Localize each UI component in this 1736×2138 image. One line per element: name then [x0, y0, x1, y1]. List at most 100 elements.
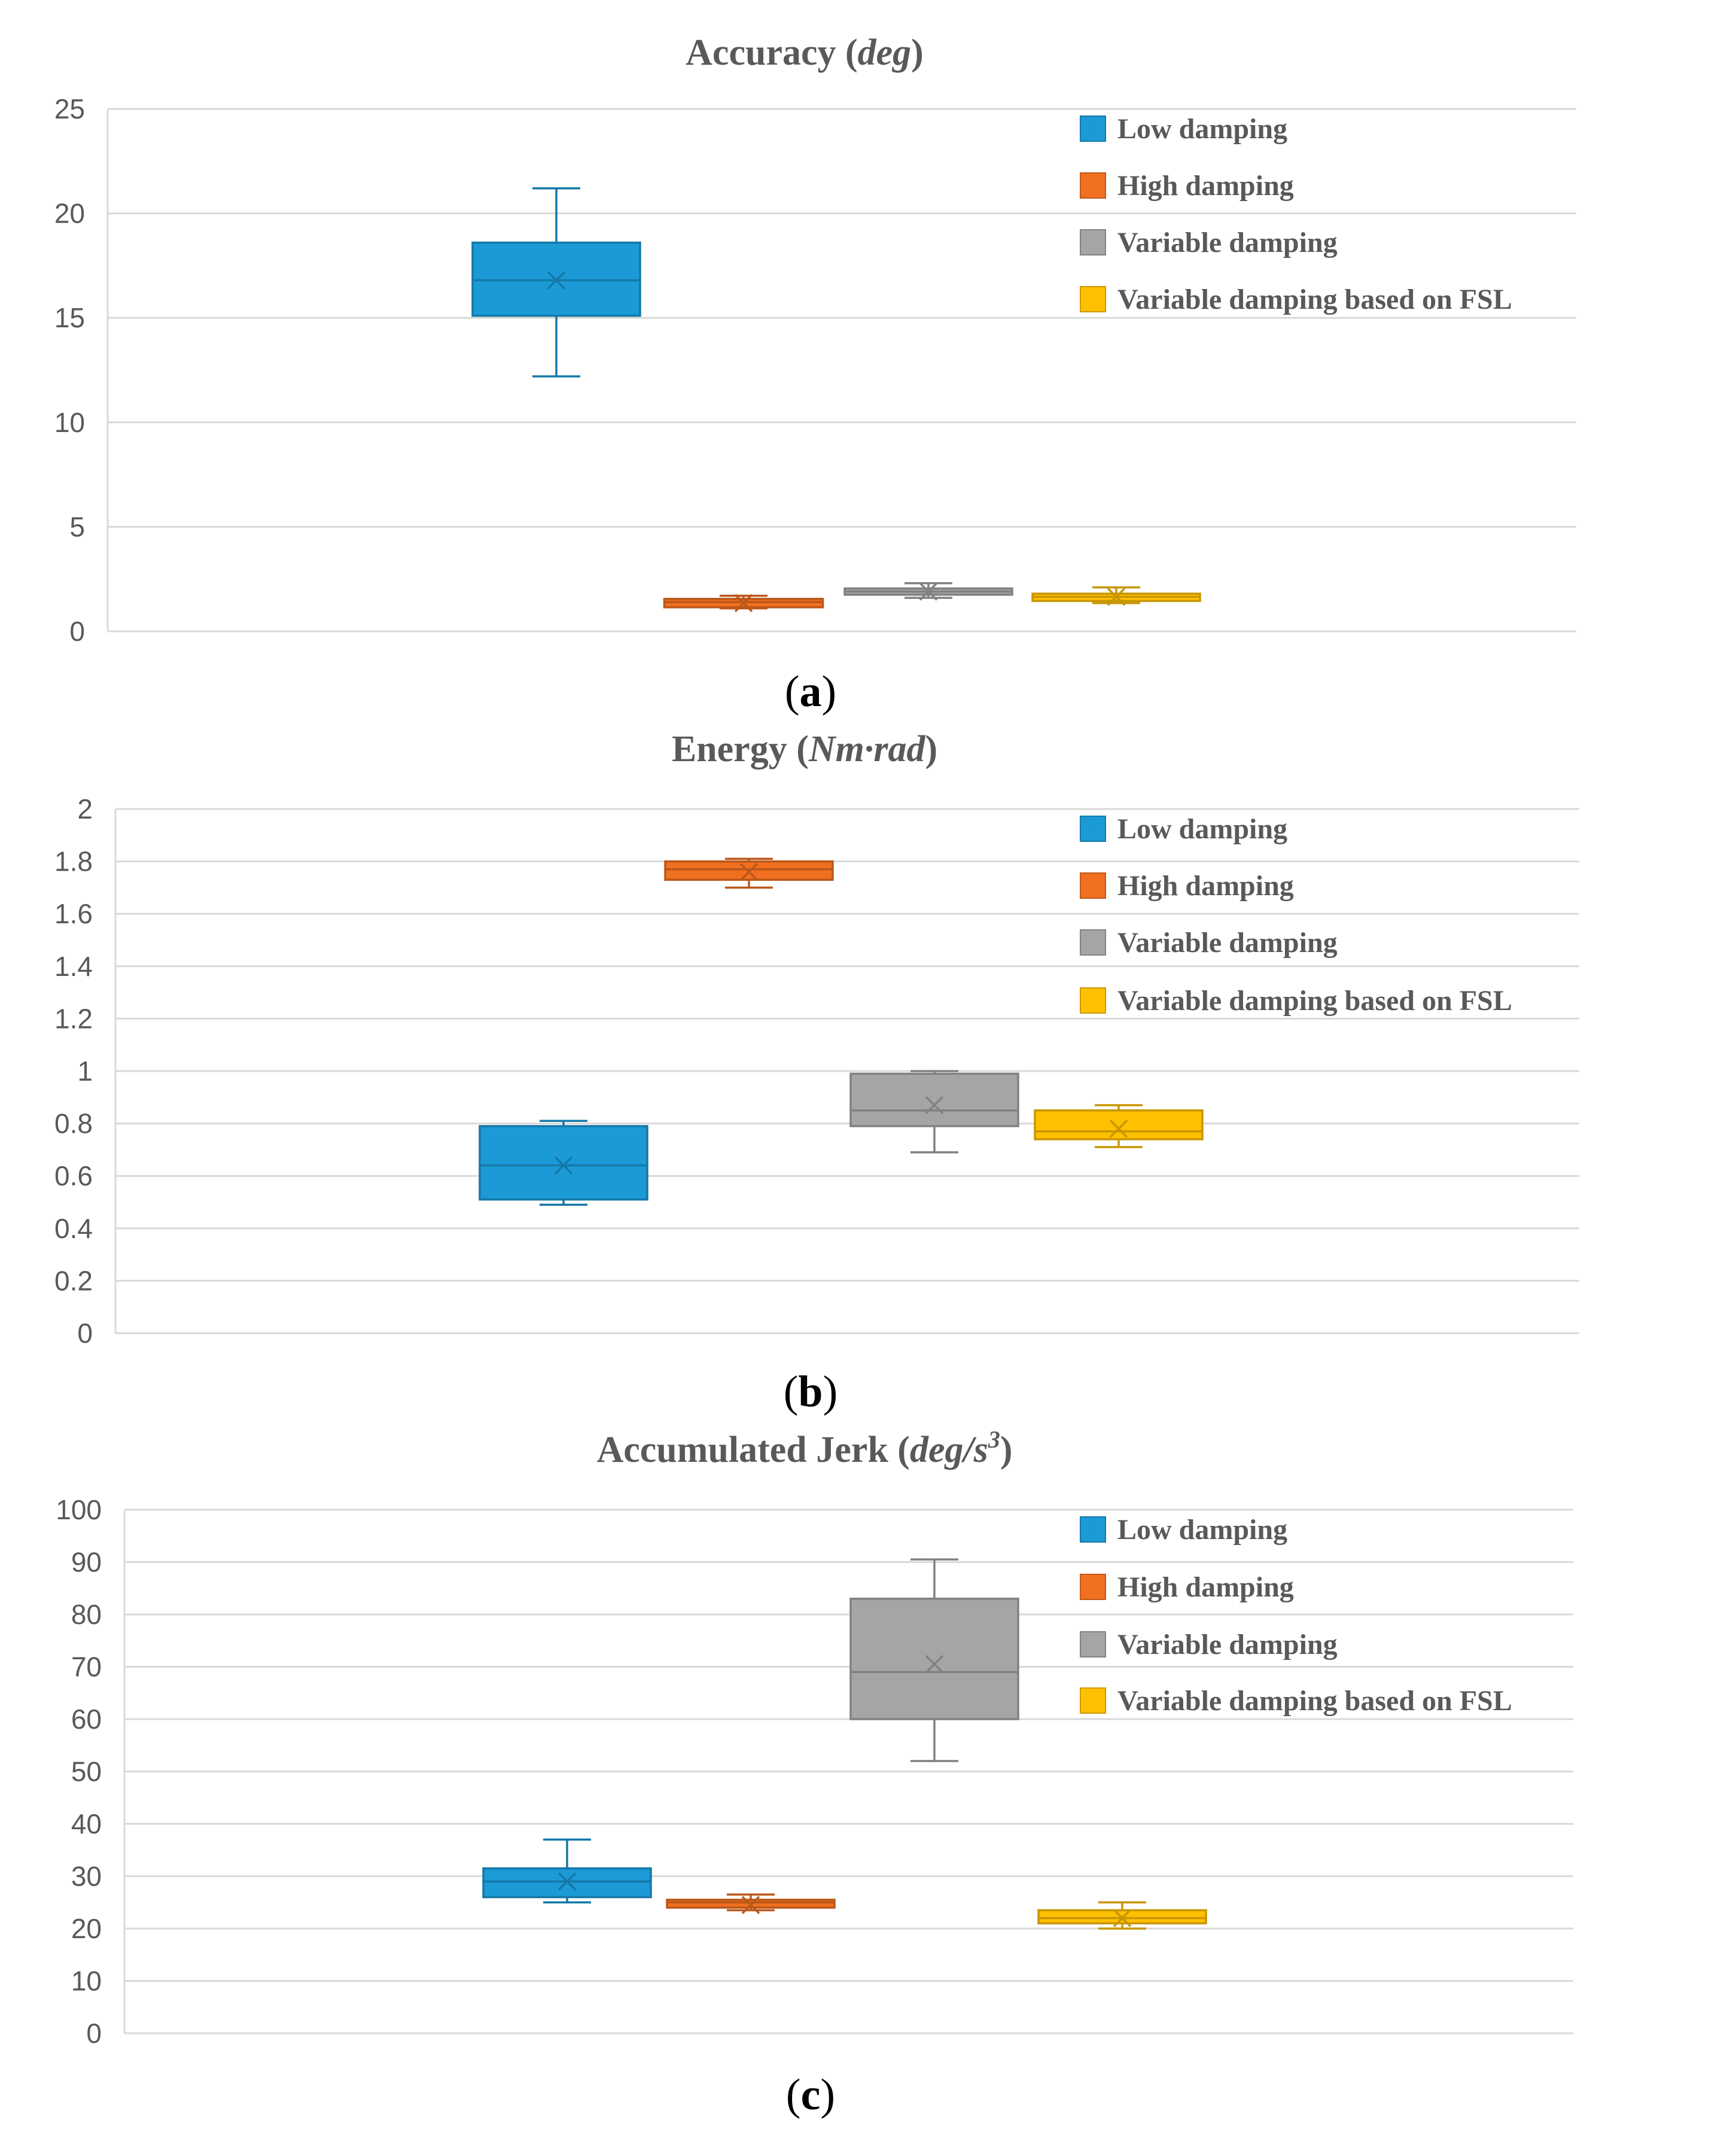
caption-letter: c — [801, 2070, 821, 2119]
y-tick-label: 5 — [69, 511, 85, 542]
legend-label: High damping — [1117, 170, 1294, 202]
chart-caption: (c) — [786, 2070, 835, 2119]
y-tick-label: 60 — [71, 1704, 102, 1735]
legend-label: Variable damping based on FSL — [1117, 985, 1512, 1017]
legend-swatch — [1080, 1516, 1106, 1543]
chart-title: Accuracy (deg) — [686, 32, 924, 73]
mean-marker — [1109, 1120, 1128, 1138]
mean-marker — [558, 1872, 577, 1891]
mean-marker — [925, 1096, 944, 1115]
chart-caption: (a) — [785, 667, 836, 716]
legend-swatch — [1080, 816, 1106, 842]
box-variable-damping — [849, 1558, 1019, 1762]
y-tick-label: 20 — [54, 198, 85, 229]
mean-marker — [554, 1156, 573, 1175]
mean-marker — [1113, 1909, 1132, 1927]
y-tick-label: 15 — [54, 302, 85, 333]
box-body — [1034, 1109, 1204, 1141]
mean-marker — [741, 1896, 760, 1914]
chart-title-unit: Nm·rad — [808, 729, 926, 770]
box-low-damping — [482, 1838, 652, 1903]
chart-1: Energy (Nm·rad) 0 0.2 0.4 0.6 0.8 1 1.2 1.4 1.6 1.… — [54, 729, 1579, 1416]
chart-title-main: Accuracy ( — [686, 32, 857, 73]
box-variable-damping-based-on-fsl — [1031, 586, 1201, 606]
chart-title-close: ) — [911, 32, 924, 73]
y-tick-label: 30 — [71, 1861, 102, 1892]
box-low-damping — [471, 187, 641, 378]
chart-caption: (b) — [784, 1367, 837, 1416]
y-tick-label: 1.6 — [54, 898, 93, 929]
legend: Low damping High damping Variable damping V… — [1080, 1514, 1512, 1717]
box-body — [482, 1867, 652, 1899]
y-tick-label: 40 — [71, 1808, 102, 1839]
legend-label: Variable damping based on FSL — [1117, 284, 1512, 315]
y-tick-label: 2 — [77, 793, 93, 825]
legend-swatch — [1080, 1574, 1106, 1600]
mean-marker — [734, 594, 753, 613]
chart-title-close: ) — [1000, 1430, 1013, 1470]
y-tick-label: 20 — [71, 1913, 102, 1944]
y-tick-label: 100 — [56, 1494, 102, 1525]
box-low-damping — [479, 1120, 648, 1206]
chart-title-main: Energy ( — [672, 729, 809, 770]
chart-title: Energy (Nm·rad) — [672, 729, 937, 770]
legend-label: Variable damping based on FSL — [1117, 1685, 1512, 1717]
legend-swatch — [1080, 1687, 1106, 1714]
box-body — [849, 1072, 1019, 1127]
legend-swatch — [1080, 286, 1106, 312]
legend-swatch — [1080, 929, 1106, 956]
box-variable-damping-based-on-fsl — [1037, 1901, 1207, 1930]
y-tick-label: 80 — [71, 1599, 102, 1630]
y-tick-label: 1 — [77, 1056, 93, 1087]
legend-swatch — [1080, 872, 1106, 899]
y-tick-label: 1.8 — [54, 846, 93, 877]
legend-label: Variable damping — [1117, 927, 1338, 959]
legend-label: Low damping — [1117, 813, 1287, 845]
mean-marker — [547, 271, 566, 290]
box-body — [849, 1598, 1019, 1720]
y-tick-label: 1.4 — [54, 951, 93, 982]
y-tick-label: 25 — [54, 93, 85, 124]
box-variable-damping — [843, 582, 1013, 601]
legend: Low damping High damping Variable damping V… — [1080, 813, 1512, 1017]
box-body — [479, 1125, 648, 1201]
box-variable-damping-based-on-fsl — [1034, 1104, 1204, 1148]
box-variable-damping — [849, 1070, 1019, 1154]
legend-swatch — [1080, 987, 1106, 1014]
y-tick-label: 10 — [54, 407, 85, 438]
legend-label: Low damping — [1117, 1514, 1287, 1546]
legend-label: Variable damping — [1117, 1629, 1338, 1660]
y-tick-label: 90 — [71, 1547, 102, 1578]
y-tick-label: 1.2 — [54, 1003, 93, 1034]
chart-0: Accuracy (deg) 0 5 10 15 20 25 Low damping High … — [54, 32, 1576, 716]
y-tick-label: 0.2 — [54, 1265, 93, 1296]
legend: Low damping High damping Variable damping V… — [1080, 113, 1512, 315]
caption-letter: a — [800, 667, 822, 716]
legend-label: Variable damping — [1117, 227, 1338, 258]
legend-label: Low damping — [1117, 113, 1287, 145]
chart-title-main: Accumulated Jerk ( — [597, 1430, 910, 1470]
legend-swatch — [1080, 115, 1106, 142]
chart-title-close: ) — [925, 729, 938, 770]
legend-label: High damping — [1117, 1571, 1294, 1603]
chart-title-unit: deg/s — [910, 1430, 988, 1470]
y-tick-label: 0.8 — [54, 1108, 93, 1139]
y-tick-label: 0 — [69, 616, 85, 647]
chart-2: Accumulated Jerk (deg/s3) 0 10 20 30 40 50 60 70… — [56, 1426, 1573, 2119]
y-tick-label: 10 — [71, 1966, 102, 1997]
y-tick-label: 70 — [71, 1652, 102, 1683]
mean-marker — [739, 862, 759, 881]
legend-swatch — [1080, 1631, 1106, 1658]
mean-marker — [1107, 588, 1126, 606]
chart-title-sup: 3 — [988, 1426, 1000, 1453]
y-tick-label: 0 — [77, 1318, 93, 1349]
box-high-damping — [663, 594, 824, 613]
legend-label: High damping — [1117, 870, 1294, 902]
y-tick-label: 0.6 — [54, 1160, 93, 1191]
y-tick-label: 50 — [71, 1756, 102, 1787]
mean-marker — [919, 582, 938, 601]
chart-title-unit: deg — [858, 32, 912, 73]
legend-swatch — [1080, 172, 1106, 199]
y-tick-label: 0.4 — [54, 1213, 93, 1244]
